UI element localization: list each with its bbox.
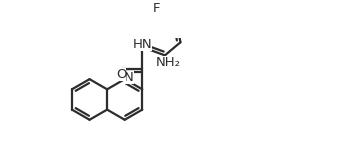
Text: F: F (153, 2, 160, 15)
Text: HN: HN (133, 38, 152, 52)
Text: N: N (124, 71, 134, 84)
Text: NH₂: NH₂ (156, 56, 181, 69)
Text: O: O (116, 68, 127, 81)
